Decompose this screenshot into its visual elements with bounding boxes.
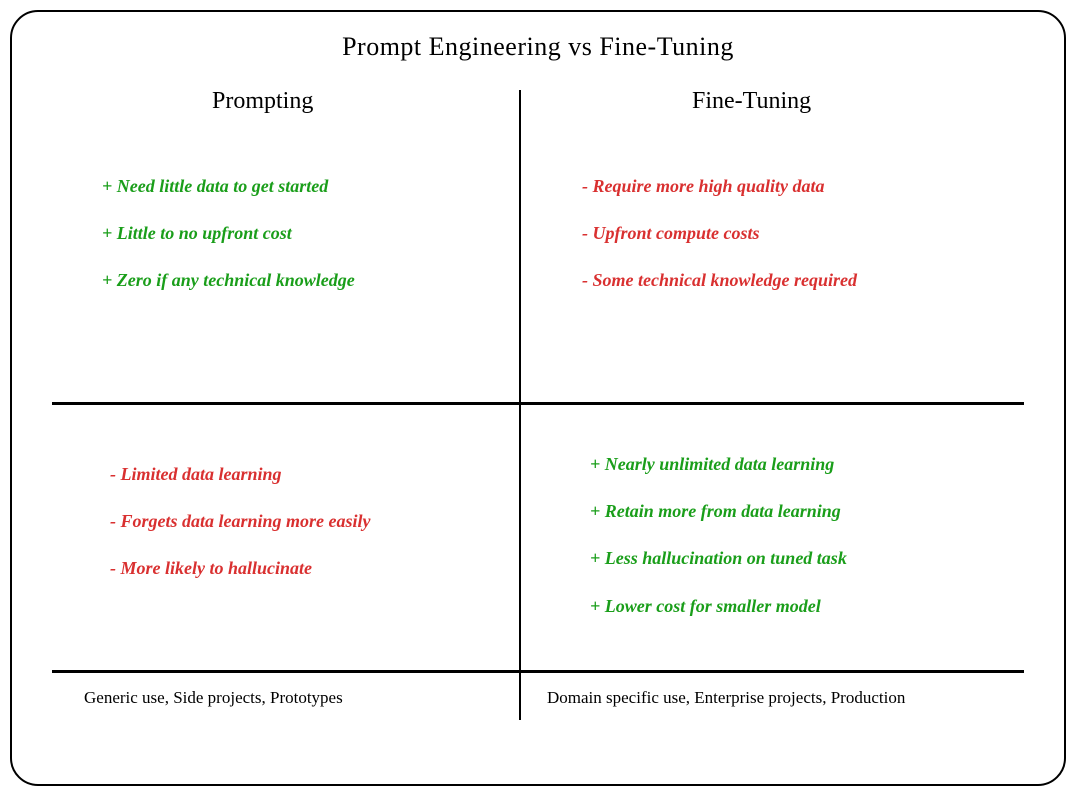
grid-area: Prompting Fine-Tuning + Need little data…: [52, 82, 1024, 722]
list-item: - Require more high quality data: [582, 174, 1002, 199]
list-item: + Less hallucination on tuned task: [590, 546, 1010, 571]
list-item: + Need little data to get started: [102, 174, 482, 199]
list-item: + Nearly unlimited data learning: [590, 452, 1010, 477]
list-item: + Little to no upfront cost: [102, 221, 482, 246]
diagram-title: Prompt Engineering vs Fine-Tuning: [52, 32, 1024, 62]
list-item: - Upfront compute costs: [582, 221, 1002, 246]
quadrant-bottom-right: + Nearly unlimited data learning + Retai…: [560, 432, 1040, 661]
list-item: - More likely to hallucinate: [110, 556, 490, 581]
footer-right: Domain specific use, Enterprise projects…: [547, 688, 905, 708]
list-item: + Lower cost for smaller model: [590, 594, 1010, 619]
list-item: - Some technical knowledge required: [582, 268, 1002, 293]
footer-row: Generic use, Side projects, Prototypes D…: [52, 682, 1024, 722]
list-item: + Zero if any technical knowledge: [102, 268, 482, 293]
horizontal-divider: [52, 402, 1024, 405]
bottom-divider: [52, 670, 1024, 673]
quadrant-bottom-left: - Limited data learning - Forgets data l…: [80, 442, 520, 624]
quadrant-top-right: - Require more high quality data - Upfro…: [552, 154, 1032, 336]
list-item: - Limited data learning: [110, 462, 490, 487]
footer-left: Generic use, Side projects, Prototypes: [84, 688, 343, 708]
list-item: + Retain more from data learning: [590, 499, 1010, 524]
comparison-diagram: Prompt Engineering vs Fine-Tuning Prompt…: [10, 10, 1066, 786]
column-header-left: Prompting: [212, 88, 313, 115]
list-item: - Forgets data learning more easily: [110, 509, 490, 534]
quadrant-top-left: + Need little data to get started + Litt…: [72, 154, 512, 336]
column-header-right: Fine-Tuning: [692, 88, 811, 115]
vertical-divider: [519, 90, 522, 720]
